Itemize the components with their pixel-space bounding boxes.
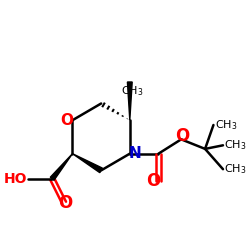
- Text: N: N: [129, 146, 141, 161]
- Text: O: O: [146, 172, 161, 190]
- Text: O: O: [175, 128, 190, 146]
- Text: O: O: [61, 113, 74, 128]
- Polygon shape: [50, 154, 72, 180]
- Text: CH$_3$: CH$_3$: [215, 118, 237, 132]
- Text: HO: HO: [4, 172, 27, 186]
- Text: CH$_3$: CH$_3$: [224, 138, 247, 152]
- Polygon shape: [72, 154, 102, 173]
- Text: CH$_3$: CH$_3$: [224, 162, 247, 176]
- Polygon shape: [128, 82, 132, 120]
- Text: O: O: [58, 194, 72, 212]
- Text: CH$_3$: CH$_3$: [121, 84, 144, 98]
